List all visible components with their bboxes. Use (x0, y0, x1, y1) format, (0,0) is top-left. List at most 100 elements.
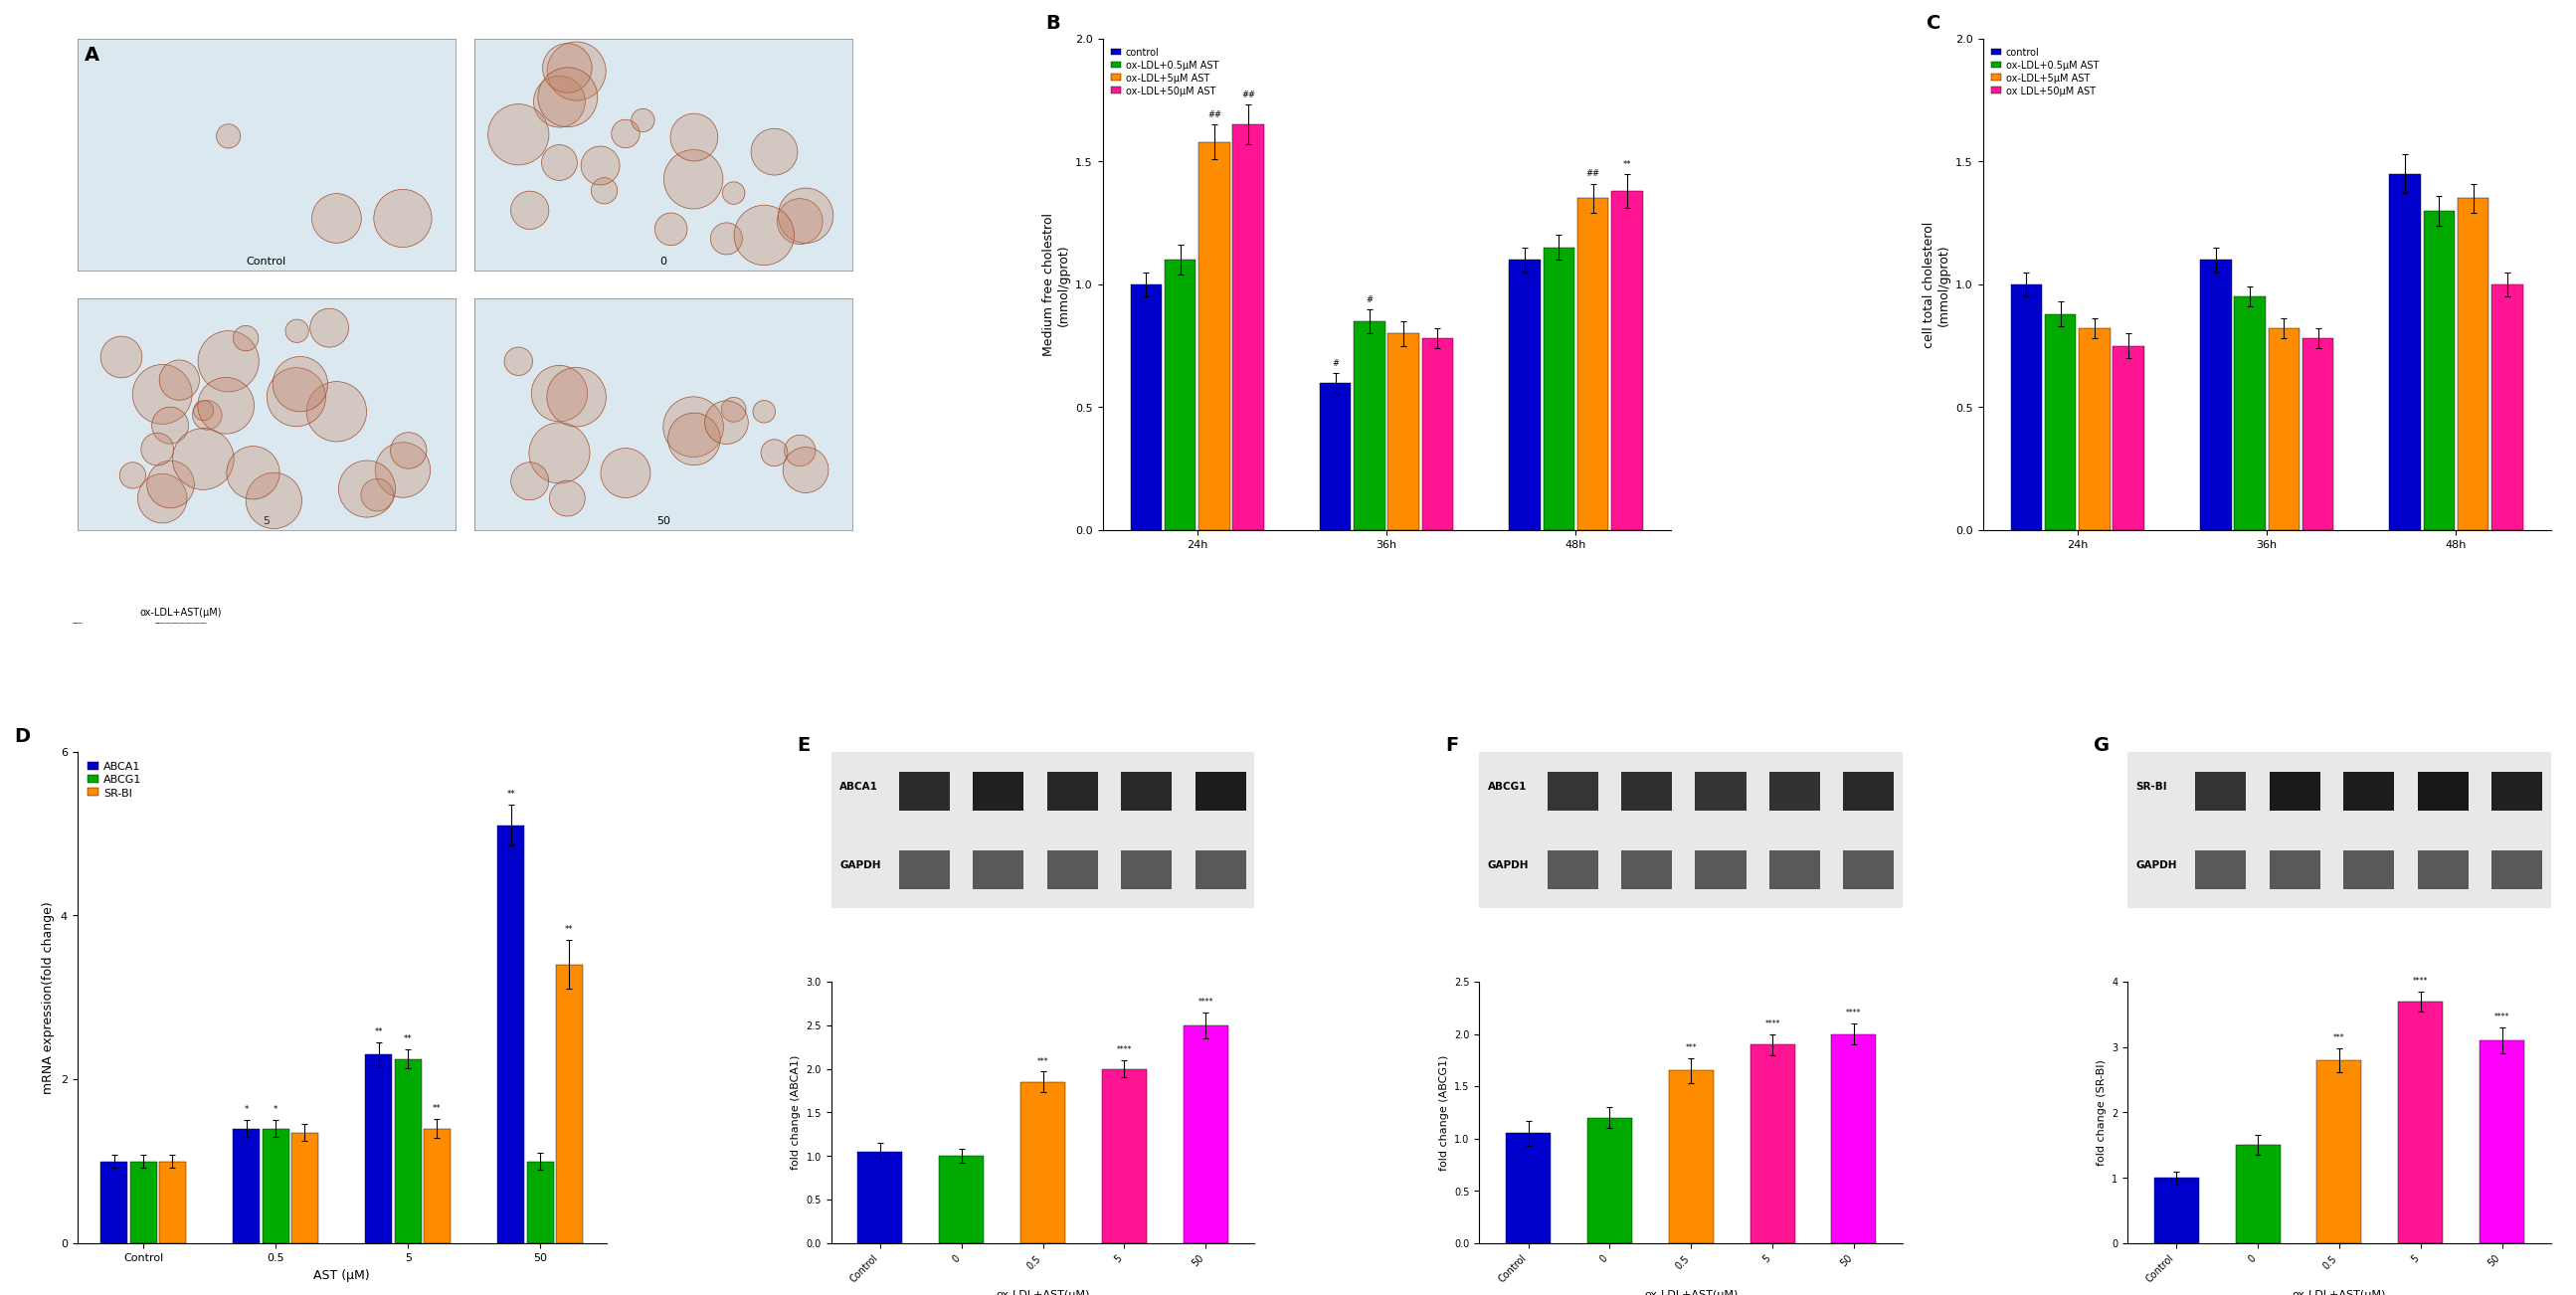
Bar (2344, 772, 2393, 811)
Point (309, 317, 350, 338)
Bar (2009, 285, 2043, 531)
Text: ***: *** (1685, 1044, 1698, 1053)
Point (546, 488, 587, 509)
Text: **: ** (1623, 159, 1631, 168)
Text: A: A (85, 45, 100, 65)
Bar (1131, 285, 1162, 531)
Bar (234, 1128, 260, 1243)
Point (714, 400, 755, 421)
Bar (497, 825, 526, 1243)
Bar (1669, 1071, 1713, 1243)
Point (142, 488, 183, 509)
Point (497, 124, 538, 145)
Bar (2236, 1145, 2280, 1243)
Y-axis label: Medium free cholestrol
(mmol/gprot): Medium free cholestrol (mmol/gprot) (1041, 214, 1069, 356)
Bar (263, 1128, 289, 1243)
Bar (2195, 851, 2246, 890)
Point (546, 58, 587, 79)
Text: #: # (1332, 359, 1340, 368)
Bar (1422, 339, 1453, 531)
Bar (1770, 851, 1819, 890)
Bar (1610, 192, 1643, 531)
Bar (1504, 1133, 1551, 1243)
Bar (1319, 383, 1350, 531)
Bar (2388, 174, 2421, 531)
Point (252, 491, 294, 512)
Bar (1121, 772, 1172, 811)
Text: ****: **** (1198, 997, 1213, 1006)
Point (778, 440, 819, 461)
Point (224, 328, 265, 348)
Point (755, 443, 796, 464)
Bar (1842, 851, 1893, 890)
Bar (1388, 334, 1419, 531)
Bar (2344, 851, 2393, 890)
Text: 50: 50 (657, 515, 670, 526)
Text: ox-LDL+AST(μM): ox-LDL+AST(μM) (139, 607, 222, 618)
Point (538, 443, 580, 464)
Text: B: B (1046, 14, 1061, 34)
Bar (1842, 772, 1893, 811)
Bar (899, 772, 951, 811)
Point (672, 127, 714, 148)
Point (317, 208, 358, 229)
Text: D: D (13, 726, 31, 746)
Bar (1832, 1033, 1875, 1243)
Legend: ABCA1, ABCG1, SR-BI: ABCA1, ABCG1, SR-BI (82, 758, 147, 803)
Bar (1587, 1118, 1631, 1243)
Bar (1164, 260, 1195, 531)
Bar (2416, 851, 2468, 890)
Bar (1020, 1081, 1064, 1243)
Bar (2424, 211, 2455, 531)
Legend: control, ox-LDL+0.5μM AST, ox-LDL+5μM AST, ox LDL+50μM AST: control, ox-LDL+0.5μM AST, ox-LDL+5μM AS… (1986, 44, 2102, 100)
Text: ***: *** (2334, 1033, 2344, 1042)
Bar (2478, 1041, 2524, 1243)
Point (556, 61, 598, 82)
Point (149, 474, 191, 495)
Bar (1620, 851, 1672, 890)
Text: ***: *** (1038, 1057, 1048, 1066)
Point (276, 321, 317, 342)
Text: GAPDH: GAPDH (840, 860, 881, 869)
Bar (2269, 851, 2318, 890)
Bar (422, 1128, 451, 1243)
Point (605, 462, 647, 483)
Text: G: G (2094, 736, 2110, 755)
Bar (1046, 772, 1097, 811)
Point (556, 387, 598, 408)
Point (281, 374, 322, 395)
Point (649, 219, 690, 240)
Y-axis label: fold change (ABCG1): fold change (ABCG1) (1437, 1054, 1448, 1171)
Y-axis label: fold change (ABCA1): fold change (ABCA1) (791, 1055, 801, 1169)
Text: GAPDH: GAPDH (1486, 860, 1528, 869)
Point (672, 429, 714, 449)
Text: ****: **** (1765, 1019, 1780, 1028)
Text: _______________: _______________ (155, 618, 206, 623)
X-axis label: AST (μM): AST (μM) (314, 1268, 371, 1281)
Bar (1231, 124, 1265, 531)
Bar (974, 851, 1023, 890)
Point (183, 449, 224, 470)
Bar (1749, 1045, 1795, 1243)
Text: Control: Control (247, 256, 286, 265)
Bar (1620, 772, 1672, 811)
Bar (2200, 260, 2231, 531)
Bar (1198, 142, 1229, 531)
Point (546, 87, 587, 107)
Point (209, 351, 250, 372)
Text: ##: ## (1242, 91, 1255, 100)
Bar (394, 1059, 422, 1243)
Text: *: * (245, 1105, 250, 1114)
Bar (2458, 198, 2488, 531)
Bar (899, 851, 951, 890)
Bar (1182, 1026, 1229, 1243)
Point (345, 479, 386, 500)
Point (317, 401, 358, 422)
Point (580, 155, 621, 176)
Text: **: ** (374, 1027, 384, 1036)
Text: ****: **** (2494, 1013, 2509, 1022)
Bar (2316, 1061, 2362, 1243)
Point (149, 416, 191, 436)
Bar (2112, 346, 2143, 531)
Bar (1121, 851, 1172, 890)
